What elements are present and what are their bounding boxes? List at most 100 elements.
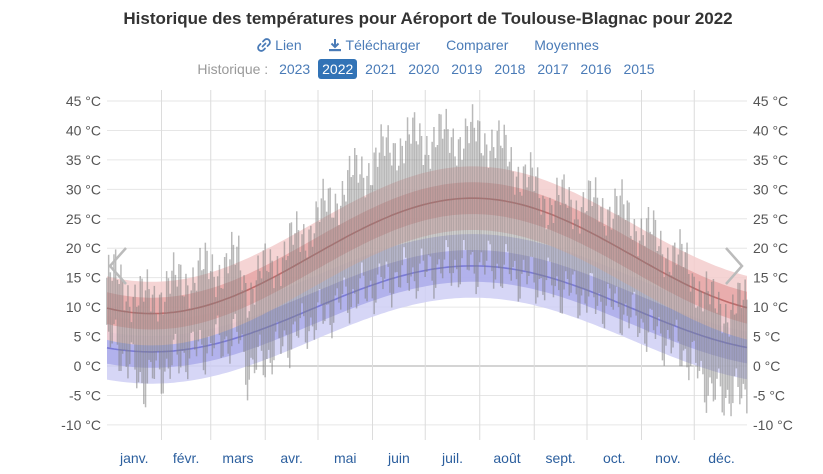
daily-range-bar — [584, 212, 586, 304]
daily-range-bar — [505, 134, 507, 245]
daily-range-bar — [480, 153, 483, 253]
daily-range-bar — [484, 133, 486, 275]
daily-range-bar — [498, 120, 500, 269]
averages-button[interactable]: Moyennes — [534, 37, 599, 53]
daily-range-bar — [231, 231, 233, 347]
daily-range-bar — [220, 288, 222, 358]
daily-range-bar — [348, 155, 351, 324]
daily-range-bar — [737, 282, 739, 387]
compare-button[interactable]: Comparer — [446, 37, 509, 53]
daily-range-bar — [464, 118, 467, 250]
link-icon — [257, 38, 271, 52]
daily-range-bar — [201, 270, 203, 345]
daily-range-bar — [371, 185, 374, 299]
daily-range-bar — [289, 223, 291, 369]
daily-range-bar — [445, 108, 447, 241]
daily-range-bar — [331, 217, 333, 339]
month-label: janv. — [119, 450, 149, 466]
y-tick-label-right: 15 °C — [753, 270, 788, 286]
year-2016[interactable]: 2016 — [580, 61, 612, 77]
daily-range-bar — [137, 305, 140, 383]
daily-range-bar — [449, 152, 451, 274]
daily-range-bar — [120, 264, 122, 371]
month-label: oct. — [603, 450, 626, 466]
daily-range-bar — [375, 147, 377, 303]
daily-range-bar — [723, 323, 725, 416]
daily-range-bar — [202, 269, 205, 371]
daily-range-bar — [468, 143, 470, 271]
daily-range-bar — [176, 286, 178, 355]
daily-range-bar — [503, 124, 505, 265]
daily-range-bar — [216, 276, 219, 316]
daily-range-bar — [714, 308, 716, 400]
year-2020[interactable]: 2020 — [408, 61, 440, 77]
y-tick-label-left: 0 °C — [74, 358, 101, 374]
daily-range-bar — [726, 322, 729, 390]
daily-range-bar — [600, 206, 602, 302]
daily-range-bar — [415, 141, 418, 299]
previous-year-button[interactable] — [106, 246, 130, 286]
daily-range-bar — [413, 112, 416, 282]
daily-range-bar — [392, 143, 395, 294]
year-2021[interactable]: 2021 — [365, 61, 397, 77]
daily-range-bar — [123, 310, 126, 350]
daily-range-bar — [150, 311, 152, 362]
daily-range-bar — [721, 333, 723, 413]
daily-range-bar — [204, 242, 207, 375]
daily-range-bar — [612, 218, 614, 310]
link-button[interactable]: Lien — [257, 37, 302, 53]
y-tick-label-left: 10 °C — [66, 299, 101, 315]
daily-range-bar — [281, 257, 284, 347]
daily-range-bar — [338, 225, 340, 303]
daily-range-bar — [494, 158, 497, 280]
daily-range-bar — [559, 205, 562, 313]
y-tick-label-right: 45 °C — [753, 93, 788, 109]
daily-range-bar — [310, 225, 312, 318]
daily-range-bar — [355, 155, 358, 309]
daily-range-bar — [549, 197, 551, 262]
daily-range-bar — [688, 274, 690, 381]
daily-range-bar — [730, 309, 732, 417]
daily-range-bar — [651, 234, 653, 310]
daily-range-bar — [171, 270, 173, 366]
next-year-button[interactable] — [722, 246, 746, 286]
y-tick-label-right: 30 °C — [753, 181, 788, 197]
daily-range-bar — [630, 235, 632, 318]
daily-range-bar — [246, 317, 249, 401]
daily-range-bar — [329, 187, 331, 325]
daily-range-bar — [248, 311, 250, 380]
year-2017[interactable]: 2017 — [537, 61, 569, 77]
daily-range-bar — [675, 265, 678, 320]
daily-range-bar — [327, 188, 330, 305]
daily-range-bar — [698, 281, 701, 371]
y-tick-label-left: 15 °C — [66, 270, 101, 286]
year-2015[interactable]: 2015 — [623, 61, 655, 77]
daily-range-bar — [568, 187, 570, 296]
chart-toolbar: Lien Télécharger Comparer Moyennes — [0, 37, 823, 53]
daily-range-bar — [396, 170, 398, 273]
daily-range-bar — [645, 218, 648, 352]
year-2018[interactable]: 2018 — [494, 61, 526, 77]
daily-range-bar — [635, 231, 637, 316]
daily-range-bar — [271, 260, 273, 375]
daily-range-bar — [554, 201, 556, 287]
daily-range-bar — [443, 129, 446, 260]
year-2019[interactable]: 2019 — [451, 61, 483, 77]
download-button[interactable]: Télécharger — [328, 37, 420, 53]
daily-range-bar — [368, 163, 370, 286]
daily-range-bar — [552, 223, 555, 298]
daily-range-bar — [565, 203, 567, 272]
daily-range-bar — [315, 201, 317, 331]
daily-range-bar — [492, 147, 495, 289]
daily-range-bar — [716, 312, 718, 379]
daily-range-bar — [427, 155, 430, 256]
year-2022[interactable]: 2022 — [318, 59, 358, 79]
daily-range-bar — [296, 211, 298, 336]
daily-range-bar — [433, 127, 435, 299]
year-2023[interactable]: 2023 — [279, 61, 311, 77]
daily-range-bar — [143, 301, 145, 405]
daily-range-bar — [668, 271, 671, 339]
daily-range-bar — [197, 260, 200, 342]
daily-range-bar — [709, 304, 711, 378]
daily-range-bar — [638, 240, 641, 334]
